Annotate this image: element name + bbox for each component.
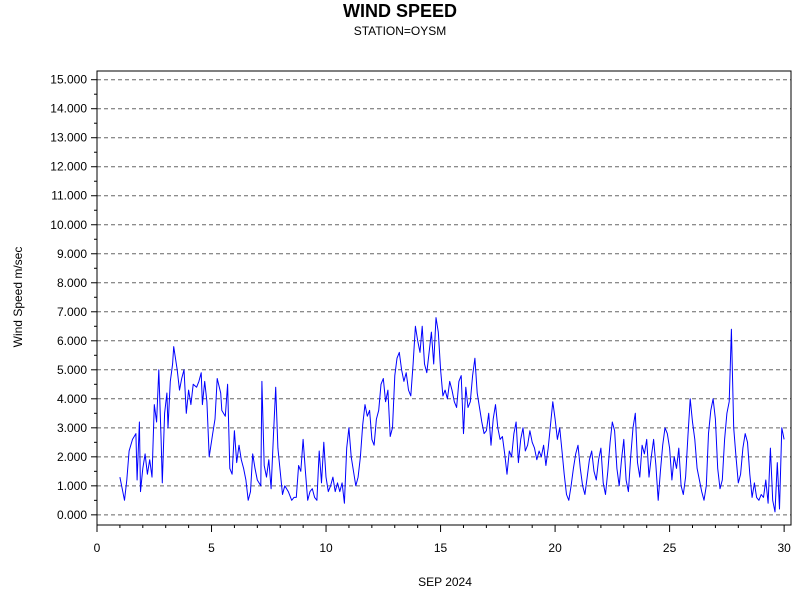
series-layer [119,317,785,513]
y-tick-label: 5.000 [57,363,87,377]
y-tick-label: 3.000 [57,421,87,435]
y-axis-label: Wind Speed m/sec [11,247,25,348]
y-tick-label: 11.000 [51,189,87,203]
x-tick-label: 5 [208,541,215,555]
x-tick-label: 20 [548,541,562,555]
y-tick-label: 2.000 [57,450,87,464]
y-tick-label: 9.000 [57,247,87,261]
x-axis-label: SEP 2024 [418,575,472,589]
y-tick-label: 10.000 [50,218,87,232]
wind-speed-series-line [119,317,785,513]
x-axis: 0 5 10 15 20 25 30 [94,525,791,555]
y-tick-label: 15.000 [50,73,87,87]
y-tick-label: 7.000 [57,305,87,319]
y-tick-label: 14.000 [50,102,87,116]
y-tick-label: 12.000 [50,160,87,174]
gridlines [97,79,791,516]
y-tick-label: 13.000 [50,131,87,145]
x-tick-label: 25 [663,541,677,555]
y-tick-label: 6.000 [57,334,87,348]
y-tick-label: 4.000 [57,392,87,406]
x-tick-label: 10 [319,541,333,555]
y-axis: 0.000 1.000 2.000 3.000 4.000 5.000 6.000 7.000… [50,73,97,522]
x-tick-label: 30 [777,541,791,555]
x-tick-label: 15 [434,541,448,555]
y-tick-label: 1.000 [57,479,87,493]
y-tick-label: 8.000 [57,276,87,290]
chart-subtitle: STATION=OYSM [354,24,447,38]
plot-frame [96,70,792,526]
y-tick-label: 0.000 [57,508,87,522]
chart-title: WIND SPEED [343,1,457,21]
x-tick-label: 0 [94,541,101,555]
